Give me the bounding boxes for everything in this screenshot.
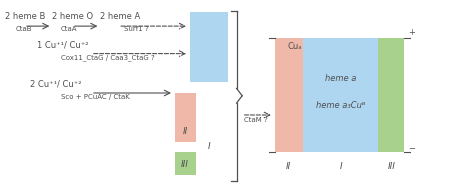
- Text: heme a₃Cuᴮ: heme a₃Cuᴮ: [316, 101, 365, 110]
- Text: Surf1 ?: Surf1 ?: [124, 26, 149, 33]
- Text: CtaM ?: CtaM ?: [244, 117, 268, 123]
- Text: I: I: [208, 142, 210, 151]
- Text: II: II: [286, 162, 292, 171]
- Bar: [378, 38, 404, 152]
- Text: 2 heme A: 2 heme A: [100, 12, 141, 21]
- Text: Cox11_CtaG / Caa3_CtaG ?: Cox11_CtaG / Caa3_CtaG ?: [61, 54, 155, 61]
- Text: −: −: [408, 144, 415, 153]
- Bar: [303, 38, 378, 152]
- Text: II: II: [182, 127, 188, 136]
- Text: +: +: [408, 28, 415, 37]
- Bar: [275, 38, 303, 71]
- Text: CtaB: CtaB: [16, 26, 32, 33]
- Text: III: III: [181, 160, 189, 169]
- Text: 1 Cu⁺¹/ Cu⁺²: 1 Cu⁺¹/ Cu⁺²: [36, 40, 88, 49]
- Text: CtaA: CtaA: [61, 26, 77, 33]
- Bar: [175, 111, 196, 142]
- Text: 2 Cu⁺¹/ Cu⁺²: 2 Cu⁺¹/ Cu⁺²: [30, 79, 81, 88]
- Text: Sco + PCuAC / CtaK: Sco + PCuAC / CtaK: [61, 94, 129, 100]
- Text: heme a: heme a: [325, 74, 356, 83]
- Text: 2 heme B: 2 heme B: [5, 12, 46, 21]
- Text: III: III: [388, 162, 395, 171]
- Bar: [175, 152, 196, 175]
- Bar: [175, 93, 196, 111]
- Text: 2 heme O: 2 heme O: [52, 12, 93, 21]
- Text: Cuₐ: Cuₐ: [287, 42, 302, 51]
- Bar: [275, 38, 303, 152]
- Bar: [190, 12, 228, 82]
- Text: I: I: [339, 162, 342, 171]
